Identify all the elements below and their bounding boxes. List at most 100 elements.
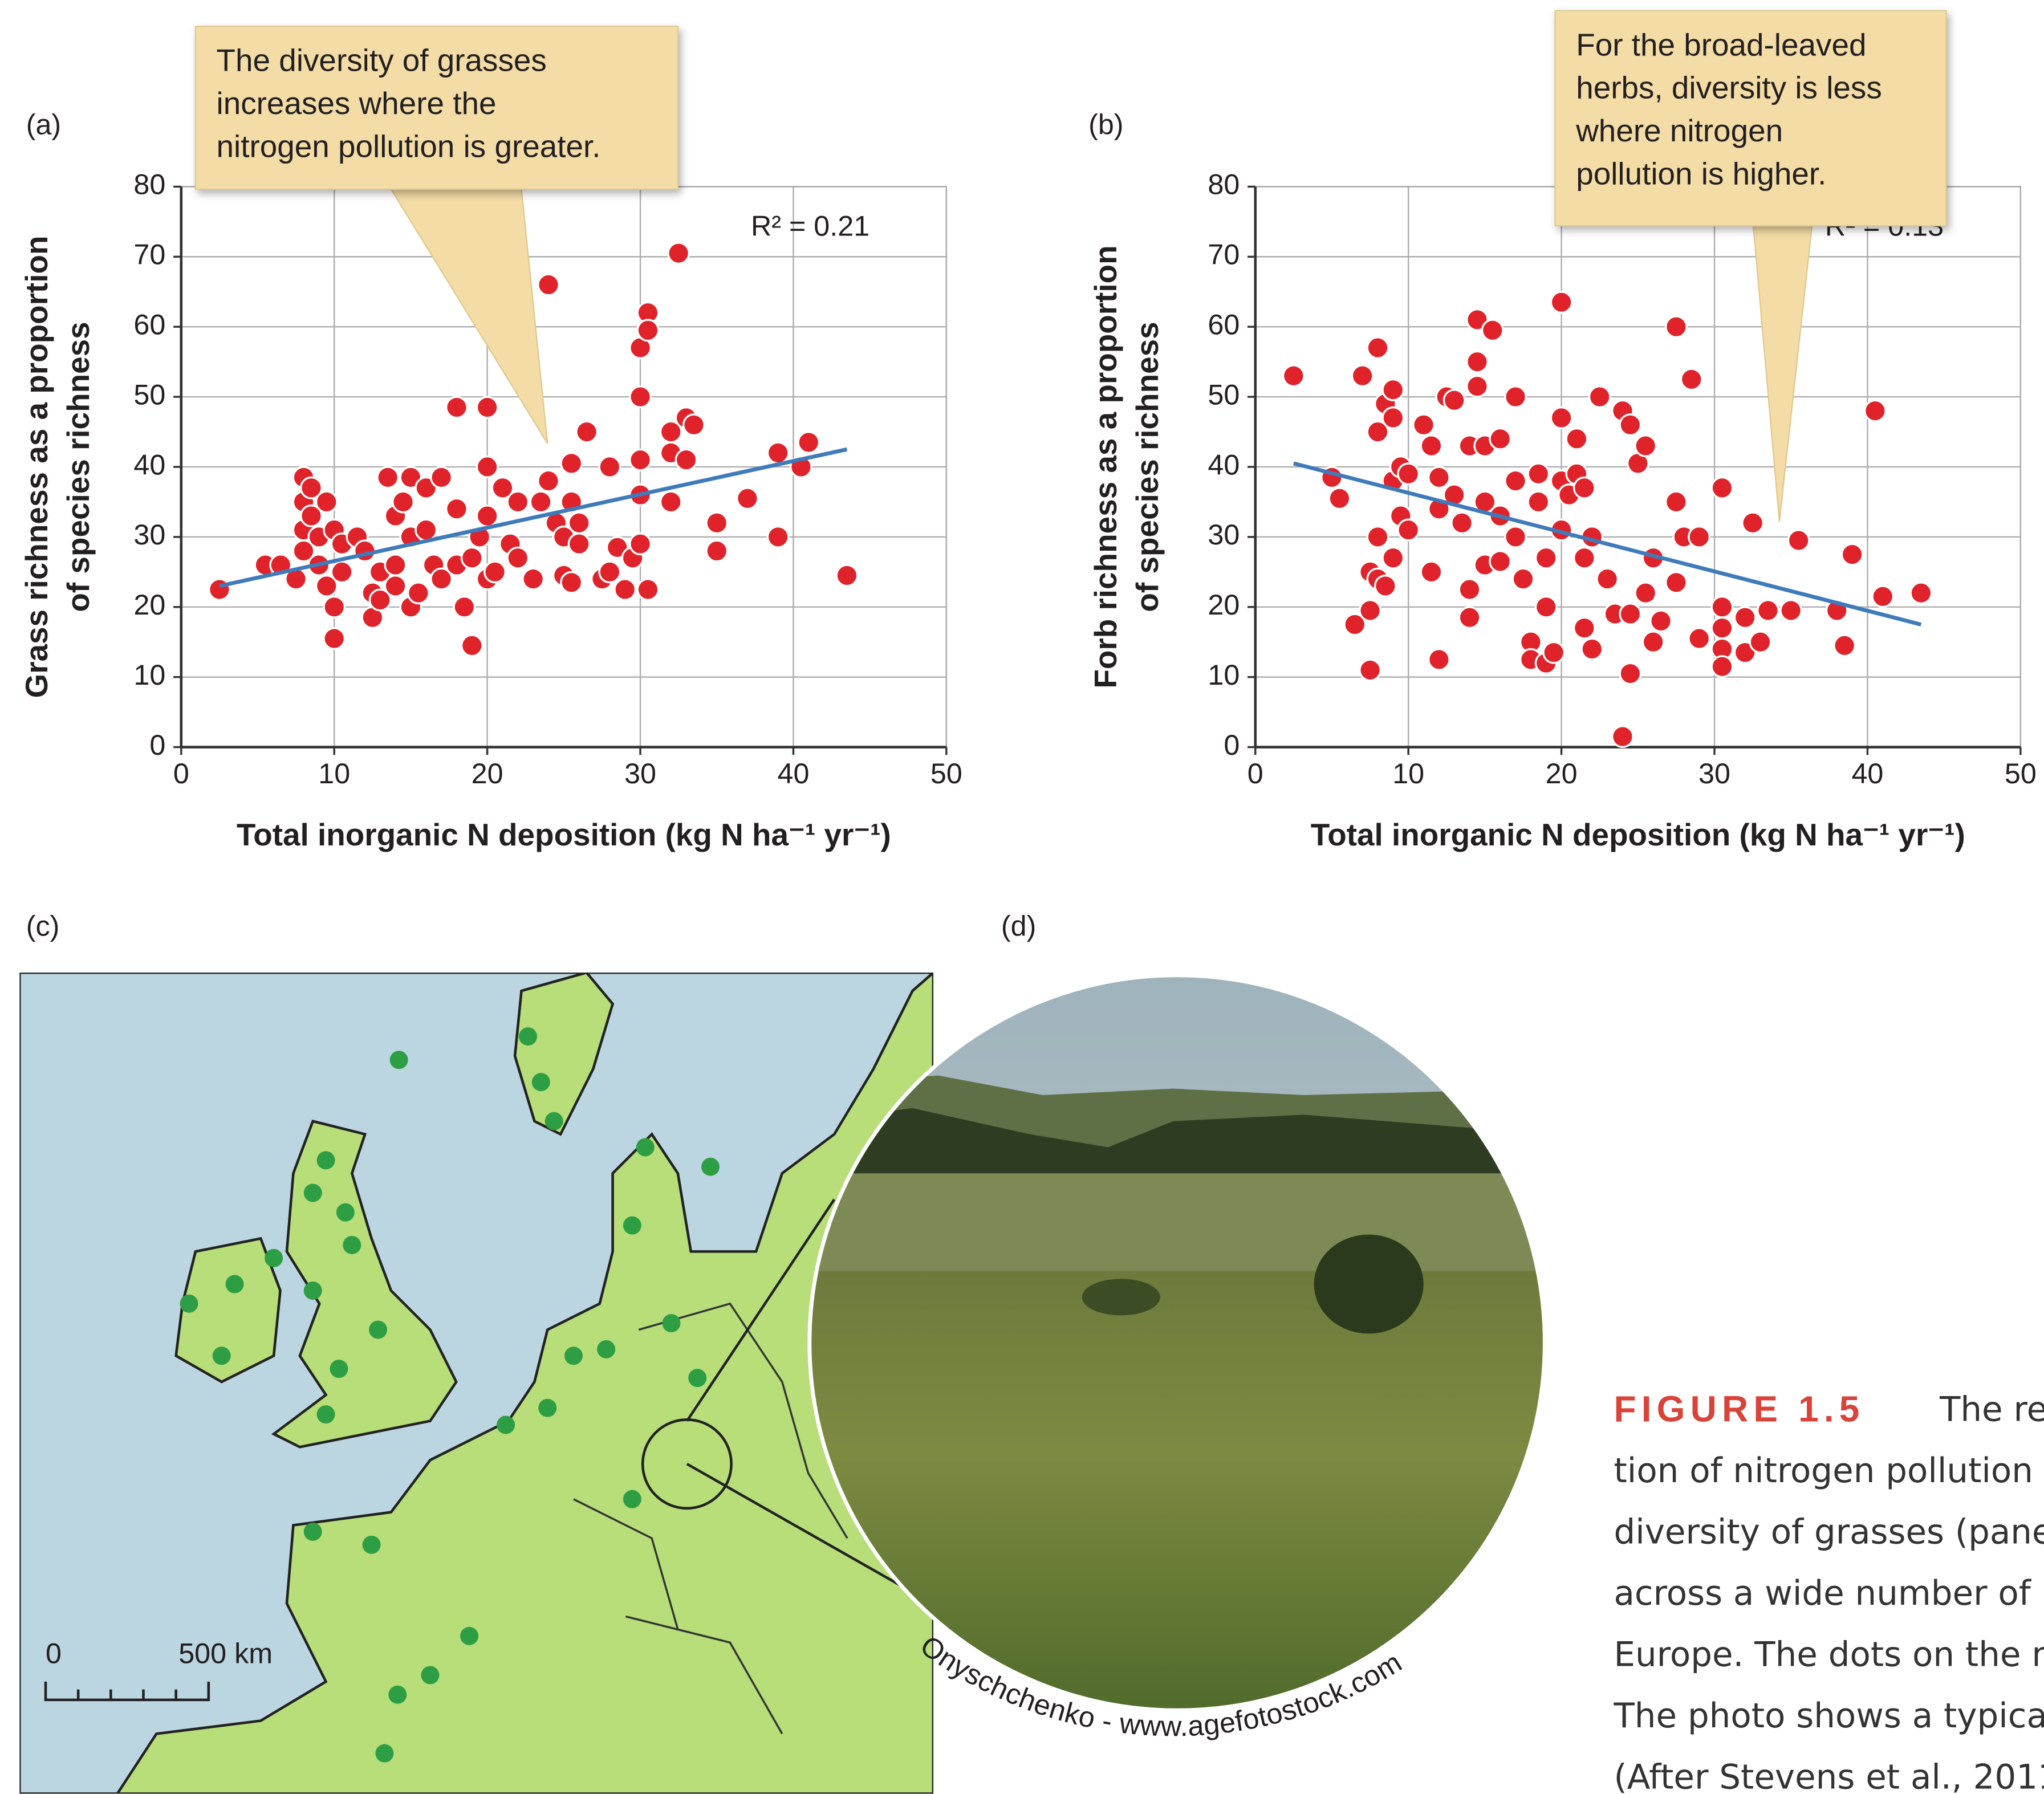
x-tick-label: 0 <box>173 757 189 790</box>
point <box>462 547 483 568</box>
point <box>1734 607 1756 628</box>
point <box>1620 663 1641 684</box>
point <box>331 562 352 583</box>
point <box>1398 519 1419 540</box>
point <box>1421 436 1442 457</box>
point <box>630 387 651 408</box>
y-tick-label: 70 <box>133 238 165 271</box>
point <box>416 519 437 540</box>
point <box>1367 527 1388 548</box>
point <box>1666 572 1687 593</box>
point <box>1574 617 1595 638</box>
point <box>1383 408 1404 429</box>
point <box>408 583 429 604</box>
point <box>1666 491 1687 512</box>
point <box>1360 600 1381 621</box>
callout-text: The diversity of grasses <box>217 43 547 78</box>
point <box>477 506 498 527</box>
point <box>1513 568 1534 589</box>
point <box>1528 491 1549 512</box>
caption-line: Europe. The dots on the m <box>1614 1636 2044 1675</box>
point <box>1505 470 1526 491</box>
point <box>477 397 498 418</box>
point <box>507 491 529 512</box>
point <box>599 562 620 583</box>
point <box>462 635 483 656</box>
caption: The retion of nitrogen pollutiondiversit… <box>1614 1390 2044 1794</box>
point <box>1459 579 1480 600</box>
point <box>1758 600 1779 621</box>
x-tick-label: 50 <box>930 757 962 790</box>
point <box>576 421 598 442</box>
point <box>324 628 345 649</box>
point <box>385 576 406 597</box>
point <box>1352 365 1373 387</box>
point <box>1620 604 1641 625</box>
x-tick-label: 10 <box>318 757 350 790</box>
caption-line: (After Stevens et al., 2011). <box>1614 1758 2044 1794</box>
point <box>209 579 230 600</box>
point <box>1620 414 1641 436</box>
point <box>1689 628 1710 649</box>
point <box>1283 365 1305 387</box>
point <box>316 491 338 512</box>
point <box>836 565 858 586</box>
point <box>798 432 819 453</box>
point <box>1689 527 1710 548</box>
point <box>1681 369 1702 390</box>
point <box>1842 544 1863 565</box>
point <box>485 562 506 583</box>
point <box>1597 568 1618 589</box>
point <box>1413 414 1435 436</box>
caption-line: diversity of grasses (panel <box>1614 1513 2044 1552</box>
point <box>1635 436 1656 457</box>
point <box>1781 600 1802 621</box>
point <box>568 512 590 534</box>
point <box>1788 530 1809 551</box>
point <box>538 274 559 295</box>
point <box>1383 547 1404 568</box>
point <box>1872 586 1893 607</box>
point <box>1490 429 1511 450</box>
point <box>1712 478 1733 499</box>
point <box>1429 649 1450 670</box>
x-tick-label: 0 <box>1247 757 1263 790</box>
point <box>377 467 399 488</box>
point <box>1535 596 1557 617</box>
point <box>561 572 582 593</box>
point <box>1712 617 1733 638</box>
point <box>1574 478 1595 499</box>
point <box>1582 638 1603 660</box>
x-tick-label: 50 <box>2005 757 2037 790</box>
x-tick-label: 30 <box>1698 757 1730 790</box>
point <box>767 527 789 548</box>
point <box>1543 642 1565 663</box>
point <box>530 491 551 512</box>
point <box>1911 583 1932 604</box>
caption-line: tion of nitrogen pollution <box>1614 1451 2033 1491</box>
point <box>1566 429 1587 450</box>
point <box>446 498 468 519</box>
y-axis-label: Forb richness as a proportion <box>1088 245 1123 688</box>
x-tick-label: 40 <box>1851 757 1883 790</box>
panel-label: (a) <box>26 108 61 141</box>
point <box>1528 463 1549 485</box>
x-tick-label: 40 <box>778 757 810 790</box>
point <box>737 488 758 509</box>
scale-zero: 0 <box>46 1637 62 1669</box>
point <box>637 579 659 600</box>
caption-heading: FIGURE 1.5 <box>1614 1389 1865 1430</box>
point <box>1535 547 1557 568</box>
point <box>1589 387 1610 408</box>
caption-line: across a wide number of <box>1614 1574 2032 1613</box>
point <box>523 568 544 589</box>
point <box>1612 726 1633 747</box>
point <box>1865 400 1886 421</box>
point <box>1505 527 1526 548</box>
y-tick-label: 20 <box>133 588 165 621</box>
figure: 0 500 km (c) Onyschchenko - www.agefotos… <box>0 0 2044 1794</box>
y-tick-label: 0 <box>1224 729 1240 761</box>
x-tick-label: 20 <box>1546 757 1578 790</box>
point <box>1666 316 1687 337</box>
y-tick-label: 60 <box>133 308 165 341</box>
